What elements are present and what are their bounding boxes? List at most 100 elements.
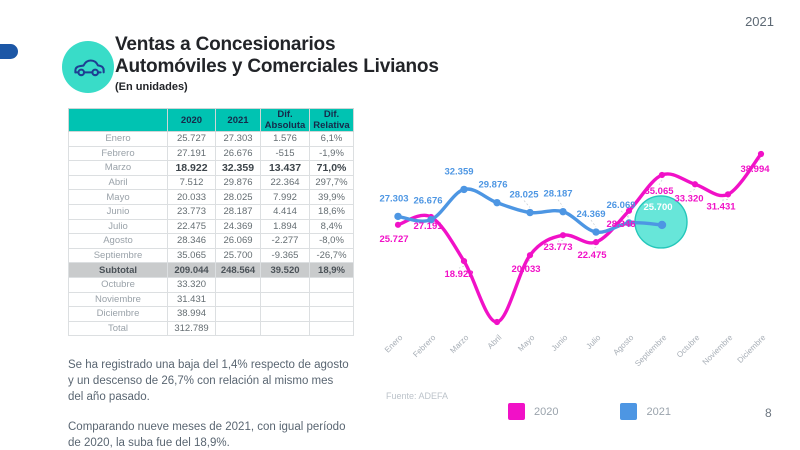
label-leader-line	[557, 199, 564, 207]
table-cell: 13.437	[260, 160, 310, 176]
table-cell: 23.773	[167, 203, 216, 220]
table-cell: Agosto	[68, 233, 168, 249]
series-2021-point	[657, 220, 667, 230]
legend-label: 2021	[646, 405, 671, 418]
table-cell: 29.876	[215, 174, 261, 191]
page-title: Ventas a Concesionarios Automóviles y Co…	[115, 34, 439, 78]
label-leader-line	[658, 179, 663, 186]
table-cell: Marzo	[68, 160, 168, 176]
table-cell: 312.789	[167, 320, 216, 337]
table-cell: 18,9%	[309, 262, 354, 278]
table-cell: 1.894	[260, 218, 310, 235]
column-header	[68, 108, 168, 132]
table-cell	[260, 291, 310, 308]
label-leader-line	[590, 219, 597, 228]
table-cell: 28.187	[215, 203, 261, 220]
table-cell: 4.414	[260, 203, 310, 220]
series-2021-point	[625, 219, 633, 227]
table-cell: Octubre	[68, 276, 168, 293]
data-label: 28.346	[606, 219, 635, 230]
x-axis-label: Diciembre	[736, 333, 768, 365]
table-row: Abril 7.512 29.876 22.364 297,7%	[68, 174, 354, 191]
table-row: Total 312.789	[68, 320, 354, 337]
series-2021-point	[394, 212, 402, 221]
data-label: 33.320	[674, 193, 703, 204]
table-cell: Subtotal	[68, 262, 168, 278]
table-cell: 35.065	[167, 247, 216, 264]
table-cell: 1.576	[260, 131, 310, 147]
data-label: 20.033	[511, 264, 540, 275]
table-row: Marzo 18.922 32.359 13.437 71,0%	[68, 160, 354, 176]
label-leader-line	[557, 239, 564, 242]
legend-swatch	[508, 403, 525, 420]
series-2020-point	[394, 221, 402, 228]
series-2021-point	[526, 208, 534, 217]
sales-table-header: 2020 2021 Dif. Absoluta Dif. Relativa	[68, 108, 354, 132]
table-cell: Junio	[68, 203, 168, 220]
table-cell: 25.727	[167, 131, 216, 147]
data-label: 25.727	[379, 234, 408, 245]
table-cell: 31.431	[167, 291, 216, 308]
table-cell: 24.369	[215, 218, 261, 235]
series-2020-point	[757, 150, 765, 158]
legend-label: 2020	[534, 405, 559, 418]
car-icon	[62, 41, 114, 93]
series-2020-point	[559, 232, 567, 239]
car-icon-glyph	[74, 59, 105, 77]
column-header: 2021	[215, 108, 261, 132]
table-cell: -515	[260, 145, 310, 162]
page-number: 8	[765, 406, 772, 420]
series-2021-point	[559, 207, 567, 216]
x-axis-label: Abril	[486, 333, 504, 351]
table-cell: 7.992	[260, 189, 310, 205]
page-subtitle: (En unidades)	[115, 81, 188, 93]
table-cell: 297,7%	[309, 174, 354, 191]
table-cell	[260, 320, 310, 337]
x-axis-label: Noviembre	[701, 333, 735, 367]
table-row: Subtotal 209.044 248.564 39.520 18,9%	[68, 262, 354, 278]
table-cell	[309, 320, 354, 337]
table-cell: Diciembre	[68, 306, 168, 322]
data-label: 38.994	[740, 164, 770, 175]
label-leader-line	[754, 158, 762, 164]
data-label: 24.369	[576, 209, 605, 220]
series-2020-point	[625, 207, 633, 214]
table-row: Noviembre 31.431	[68, 291, 354, 308]
data-label: 29.876	[478, 180, 507, 191]
chart-source: Fuente: ADEFA	[386, 391, 449, 401]
legend-swatch	[620, 403, 638, 420]
table-cell	[309, 306, 354, 322]
label-leader-line	[458, 265, 465, 269]
sales-table-body: Enero 25.727 27.303 1.576 6,1% Febrero 27.191 2…	[68, 131, 354, 337]
table-row: Julio 22.475 24.369 1.894 8,4%	[68, 218, 354, 235]
table-cell: 22.364	[260, 174, 310, 191]
table-cell: -9.365	[260, 247, 310, 264]
table-cell: 8,4%	[309, 218, 354, 235]
table-cell: Septiembre	[68, 247, 168, 264]
table-cell: 248.564	[215, 262, 261, 278]
year-label: 2021	[745, 14, 774, 29]
table-cell: -2.277	[260, 233, 310, 249]
data-label: 32.359	[444, 166, 473, 177]
table-header-row: 2020 2021 Dif. Absoluta Dif. Relativa	[68, 108, 354, 132]
table-cell: 38.994	[167, 306, 216, 322]
series-2020-line	[396, 152, 763, 324]
sales-table: 2020 2021 Dif. Absoluta Dif. Relativa Enero…	[68, 108, 354, 337]
table-cell	[215, 306, 261, 322]
table-row: Diciembre 38.994	[68, 306, 354, 322]
x-axis-label: Septiembre	[633, 333, 669, 368]
table-cell	[309, 276, 354, 293]
series-2021-point	[460, 185, 468, 194]
table-cell: 28.346	[167, 233, 216, 249]
table-cell: -1,9%	[309, 145, 354, 162]
header: Ventas a Concesionarios Automóviles y Co…	[115, 34, 439, 93]
column-header: Dif. Relativa	[309, 108, 354, 132]
series-2020-point	[493, 318, 501, 326]
label-leader-line	[720, 198, 729, 201]
table-cell: 39,9%	[309, 189, 354, 205]
x-axis-label: Marzo	[448, 333, 470, 355]
x-axis-label: Enero	[383, 333, 405, 355]
series-2020-point	[691, 181, 699, 188]
